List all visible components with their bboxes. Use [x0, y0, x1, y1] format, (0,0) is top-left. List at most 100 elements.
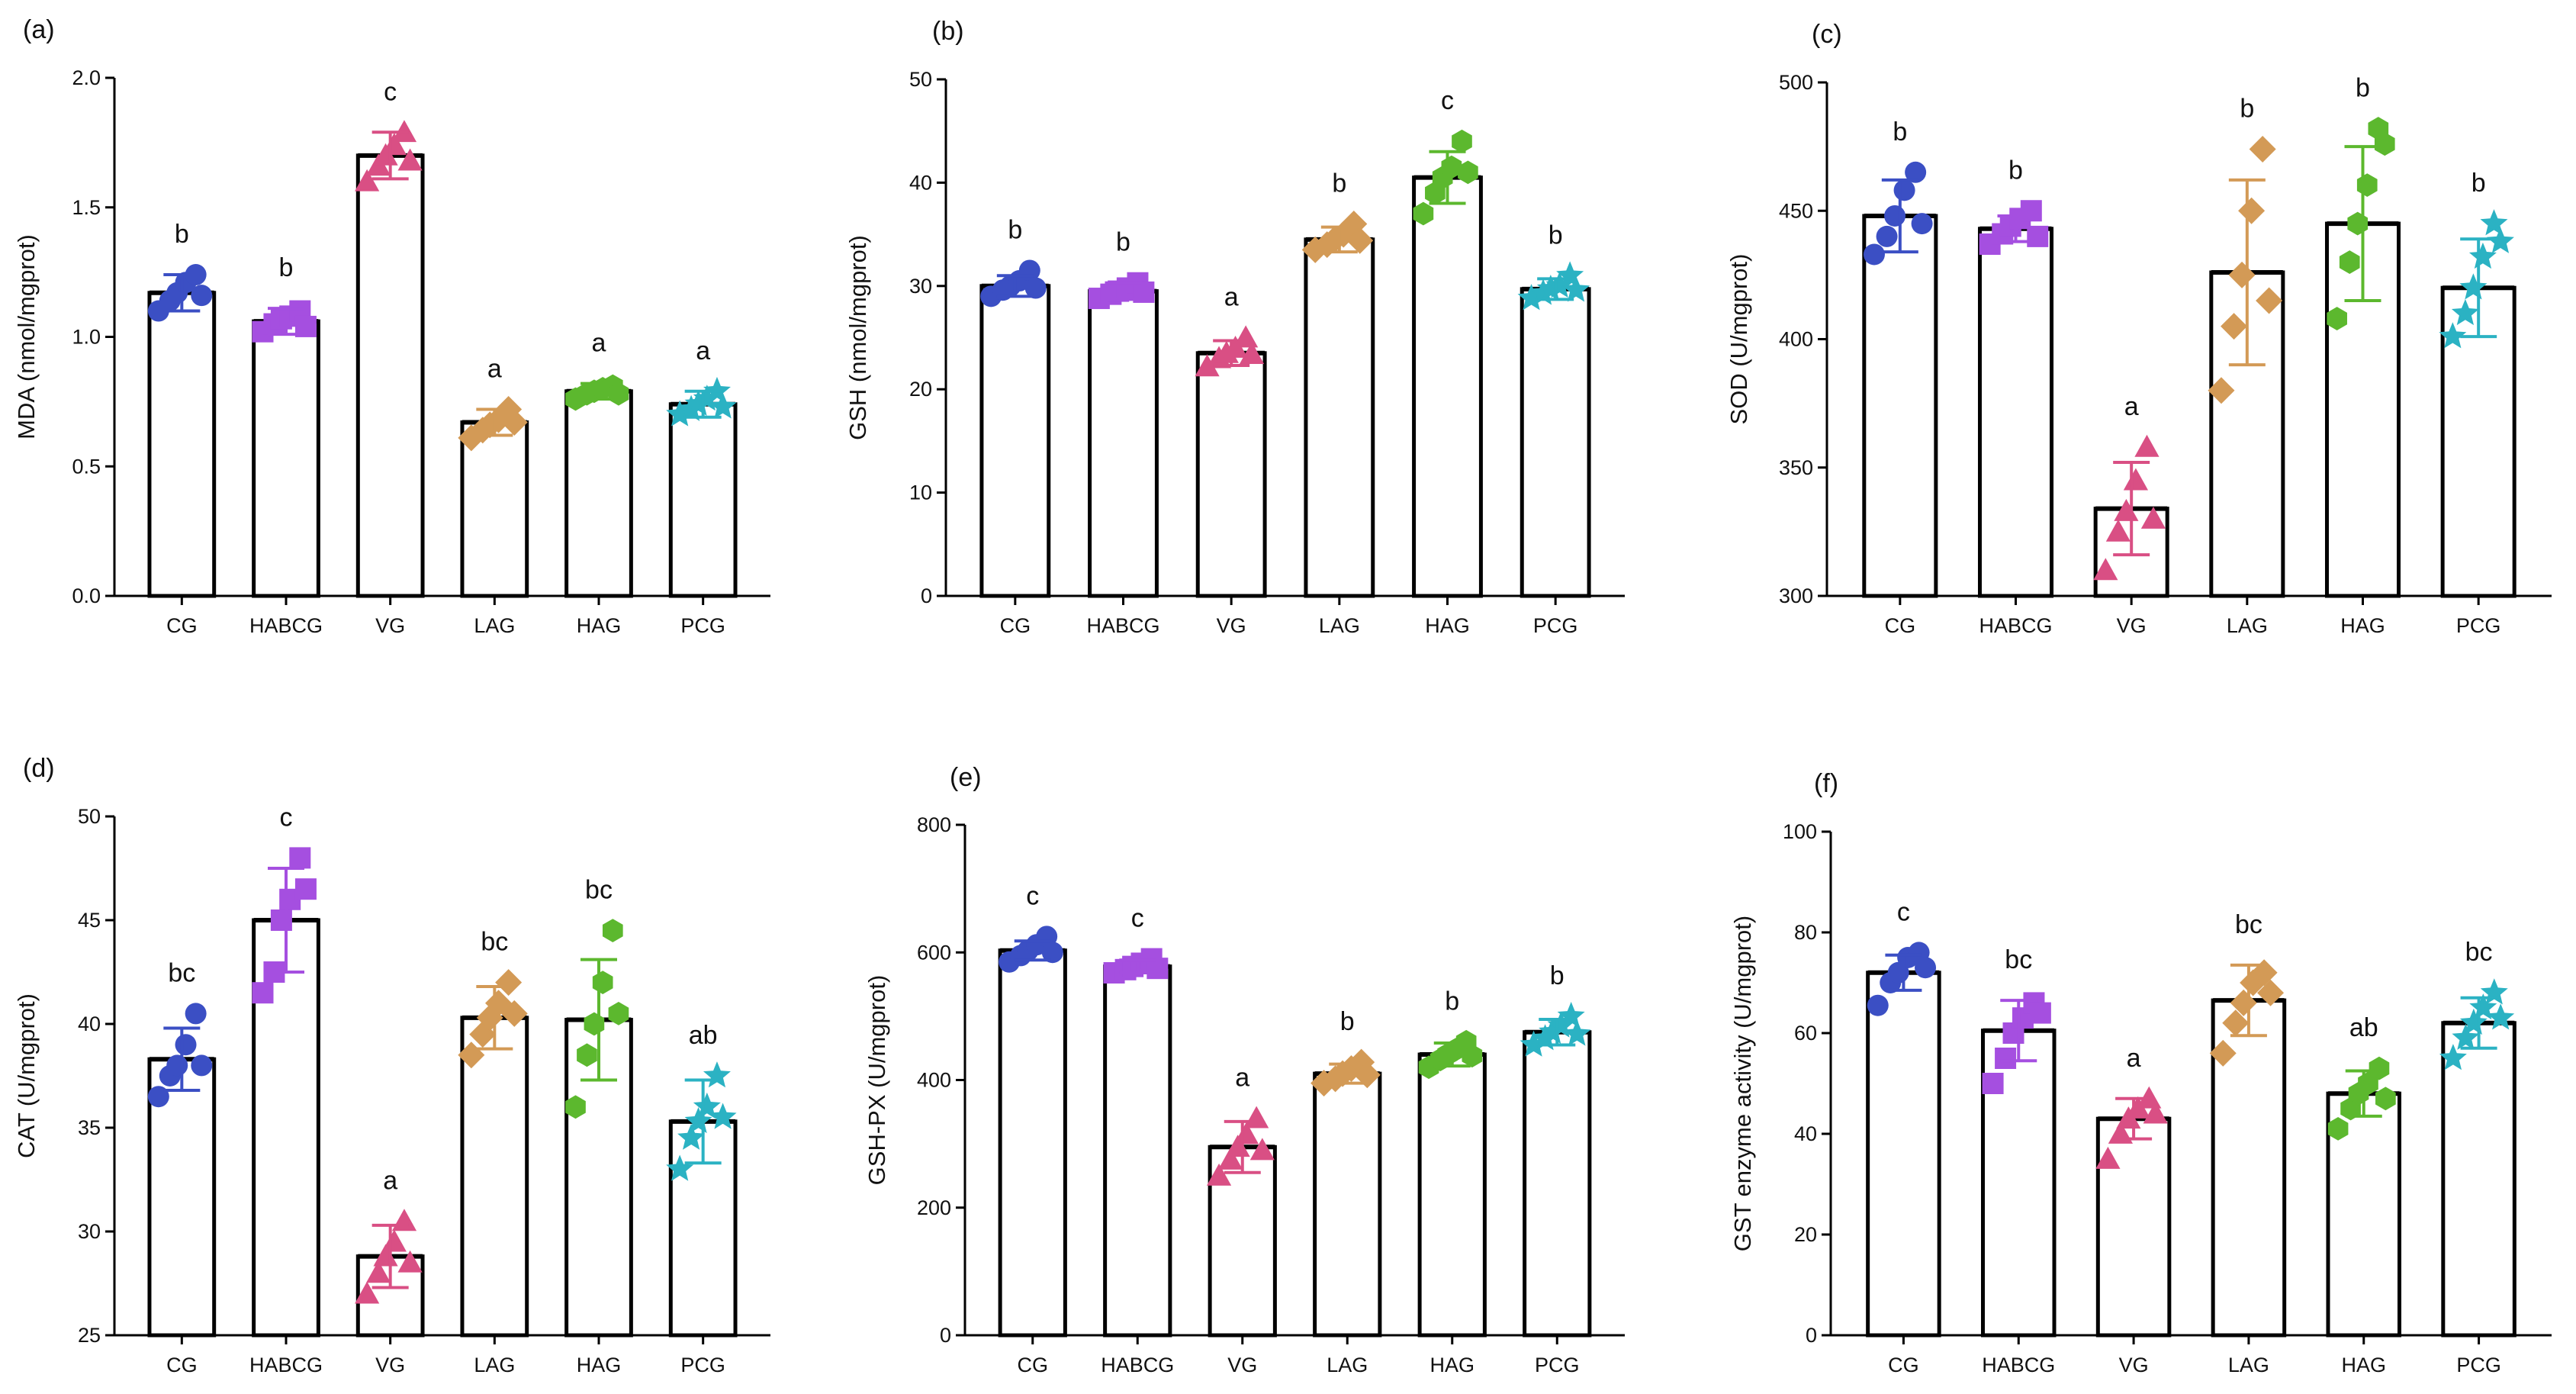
data-point: [693, 1092, 721, 1119]
data-point: [355, 1281, 380, 1304]
data-point: [2143, 1101, 2168, 1124]
data-point: [2374, 132, 2395, 156]
data-point: [2459, 273, 2488, 300]
panel-label: (e): [950, 763, 982, 792]
data-point: [1876, 225, 1898, 247]
x-tick-label: HAG: [2340, 614, 2385, 637]
data-point: [1458, 160, 1478, 185]
data-point: [1462, 1044, 1483, 1068]
data-point: [1041, 942, 1063, 964]
significance-letter: a: [2127, 1044, 2141, 1073]
data-point: [252, 982, 274, 1004]
y-tick-label: 100: [1783, 820, 1817, 843]
x-tick-label: HAG: [577, 1354, 622, 1376]
data-point: [2238, 197, 2266, 224]
bar-lag: [1304, 237, 1375, 598]
x-tick-label: HAG: [1425, 614, 1470, 637]
chart-panel-4: (e) 0 200 400 600 800 GSH-PX (U/mgprot) CG c HABC…: [863, 763, 1625, 1376]
y-tick-label: 40: [78, 1013, 101, 1035]
data-point: [2095, 1146, 2121, 1169]
bar-hag: [1412, 175, 1483, 598]
data-point: [1539, 1017, 1567, 1045]
data-point: [1244, 1106, 1269, 1128]
data-point: [1206, 1163, 1232, 1186]
data-point: [166, 1054, 188, 1077]
data-point: [397, 1250, 423, 1273]
data-point: [2257, 979, 2285, 1006]
data-point: [677, 394, 706, 421]
data-point: [2339, 250, 2360, 274]
y-tick-label: 0: [1806, 1324, 1817, 1347]
y-tick-label: 800: [917, 813, 951, 836]
bar-habcg: [1088, 289, 1159, 598]
data-point: [684, 389, 712, 417]
data-point: [666, 1154, 694, 1181]
y-tick-label: 300: [1779, 584, 1813, 607]
y-axis-label: GST enzyme activity (U/mgprot): [1729, 916, 1756, 1251]
y-tick-label: 400: [1779, 328, 1813, 351]
x-tick-label: HABCG: [1086, 614, 1159, 637]
data-point: [1520, 1030, 1548, 1057]
significance-letter: a: [487, 355, 502, 384]
data-point: [191, 1054, 213, 1077]
x-tick-label: CG: [1000, 614, 1031, 637]
data-point: [1233, 1122, 1259, 1144]
x-tick-label: LAG: [1319, 614, 1360, 637]
significance-letter: b: [1332, 169, 1346, 198]
data-point: [2452, 1023, 2480, 1050]
panel-label: (b): [932, 17, 964, 46]
data-point: [391, 1209, 417, 1231]
significance-letter: b: [2240, 94, 2254, 123]
chart-panel-1: (b) 0 10 20 30 40 50 GSH (nmol/mgprot) CG b HABCG b…: [844, 17, 1625, 637]
significance-letter: b: [2008, 156, 2023, 185]
x-tick-label: VG: [2119, 1354, 2149, 1376]
data-point: [355, 169, 380, 192]
data-point: [381, 1229, 407, 1252]
y-tick-label: 0: [921, 584, 932, 607]
y-axis-label: SOD (U/mgprot): [1725, 254, 1752, 425]
data-point: [381, 133, 407, 156]
data-point: [1884, 204, 1906, 227]
data-point: [1915, 957, 1937, 979]
significance-letter: b: [1550, 961, 1565, 990]
significance-letter: b: [2356, 74, 2370, 103]
y-tick-label: 600: [917, 941, 951, 964]
data-point: [495, 969, 523, 996]
data-point: [1536, 274, 1565, 301]
data-point: [185, 1003, 207, 1025]
significance-letter: b: [1445, 987, 1459, 1016]
data-point: [1517, 284, 1545, 311]
significance-letter: ab: [2349, 1013, 2378, 1042]
data-point: [2327, 307, 2347, 330]
significance-letter: c: [1441, 86, 1454, 115]
y-tick-label: 450: [1779, 199, 1813, 222]
bar-cg: [1866, 971, 1941, 1338]
x-tick-label: CG: [166, 614, 198, 637]
data-point: [2027, 225, 2049, 247]
bar-habcg: [252, 319, 320, 598]
data-point: [2093, 558, 2118, 581]
y-tick-label: 30: [78, 1220, 101, 1243]
data-point: [1863, 243, 1885, 266]
x-tick-label: LAG: [2228, 1354, 2269, 1376]
data-point: [2209, 1039, 2237, 1067]
y-tick-label: 200: [917, 1196, 951, 1219]
chart-panel-2: (c) 300 350 400 450 500 SOD (U/mgprot) CG b HABCG…: [1725, 20, 2552, 637]
x-tick-label: LAG: [474, 614, 515, 637]
x-tick-label: HAG: [577, 614, 622, 637]
data-point: [2356, 173, 2378, 197]
data-point: [677, 1123, 706, 1150]
data-point: [608, 1002, 629, 1025]
data-point: [1563, 1019, 1591, 1046]
data-point: [2208, 377, 2235, 404]
bar-habcg: [1977, 227, 2054, 598]
y-tick-label: 500: [1779, 71, 1813, 94]
y-tick-label: 0: [940, 1324, 951, 1347]
significance-letter: bc: [2465, 938, 2493, 967]
data-point: [175, 1034, 197, 1056]
significance-letter: c: [280, 803, 293, 832]
significance-letter: c: [1026, 881, 1039, 910]
significance-letter: a: [2124, 392, 2139, 421]
x-tick-label: HABCG: [1979, 614, 2052, 637]
panel-label: (c): [1812, 20, 1842, 49]
